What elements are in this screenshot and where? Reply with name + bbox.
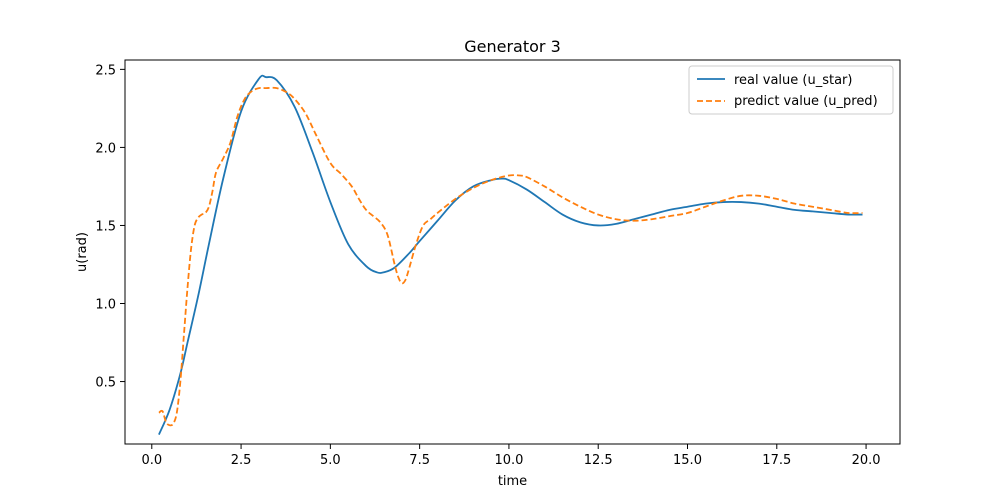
y-tick-label: 2.0 <box>95 141 116 156</box>
x-tick-label: 20.0 <box>852 453 881 468</box>
legend-box <box>688 65 894 115</box>
y-tick-label: 1.5 <box>95 219 116 234</box>
y-axis-label: u(rad) <box>75 232 90 272</box>
series-line-predict-value <box>158 86 863 427</box>
x-tick-label: 5.0 <box>320 453 341 468</box>
x-tick-label: 10.0 <box>494 453 523 468</box>
chart-title: Generator 3 <box>464 37 561 56</box>
x-tick-label: 7.5 <box>409 453 430 468</box>
plot-frame <box>124 59 901 445</box>
x-tick-label: 17.5 <box>762 453 791 468</box>
legend-label-predict-value: predict value (u_pred) <box>734 94 878 109</box>
y-tick-label: 0.5 <box>95 376 116 391</box>
y-tick-label: 2.5 <box>95 63 116 78</box>
x-axis-label: time <box>498 474 527 489</box>
x-tick-label: 0.0 <box>141 453 162 468</box>
y-tick-label: 1.0 <box>95 298 116 313</box>
x-tick-label: 12.5 <box>584 453 613 468</box>
legend: real value (u_star) predict value (u_pre… <box>688 65 894 115</box>
x-tick-label: 2.5 <box>231 453 252 468</box>
legend-label-real-value: real value (u_star) <box>734 73 852 88</box>
x-tick-label: 15.0 <box>673 453 702 468</box>
